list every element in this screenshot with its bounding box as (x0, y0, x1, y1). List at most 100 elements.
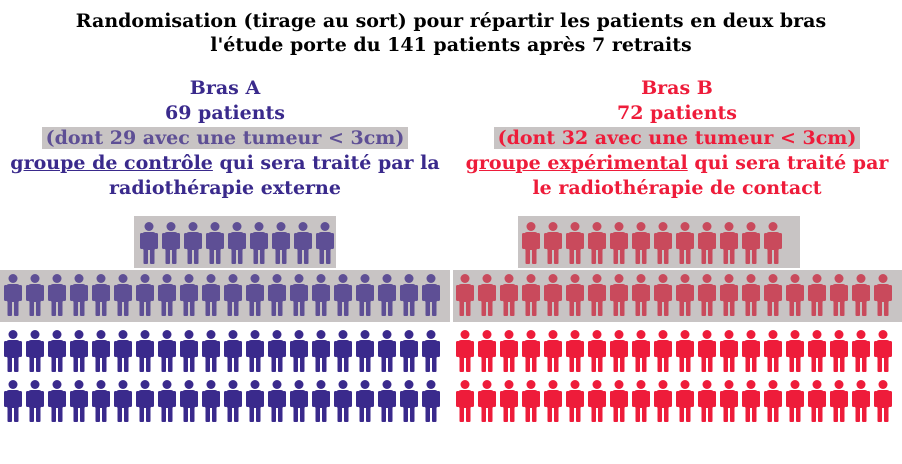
person-icon (26, 274, 44, 316)
person-icon (378, 330, 396, 372)
person-icon (316, 222, 334, 264)
person-icon (184, 222, 202, 264)
person-icon (610, 330, 628, 372)
person-icon (830, 274, 848, 316)
arm-b-group-line1: groupe expérimental qui sera traité par (452, 151, 902, 176)
person-icon (290, 380, 308, 422)
person-icon (632, 380, 650, 422)
person-icon (874, 380, 892, 422)
person-icon (764, 222, 782, 264)
arm-b-heading: Bras B 72 patients (dont 32 avec une tum… (452, 76, 902, 201)
person-icon (422, 380, 440, 422)
person-icon (830, 330, 848, 372)
person-icon (48, 274, 66, 316)
person-icon (544, 380, 562, 422)
person-icon (180, 380, 198, 422)
person-icon (588, 274, 606, 316)
person-icon (676, 222, 694, 264)
person-icon (544, 222, 562, 264)
person-icon (4, 380, 22, 422)
person-icon (632, 274, 650, 316)
person-icon (290, 330, 308, 372)
person-icon (378, 380, 396, 422)
person-icon (334, 330, 352, 372)
person-icon (114, 330, 132, 372)
person-icon (742, 380, 760, 422)
person-icon (808, 274, 826, 316)
person-icon (158, 380, 176, 422)
person-icon (676, 380, 694, 422)
person-icon (566, 274, 584, 316)
arm-b-group-line2: le radiothérapie de contact (532, 177, 822, 199)
diagram-title-line1: Randomisation (tirage au sort) pour répa… (75, 10, 827, 32)
person-icon (456, 380, 474, 422)
person-icon (70, 330, 88, 372)
person-icon (588, 330, 606, 372)
arm-a-group-line2: radiothérapie externe (109, 177, 341, 199)
person-icon (162, 222, 180, 264)
person-icon (272, 222, 290, 264)
person-icon (544, 274, 562, 316)
person-icon (610, 222, 628, 264)
person-icon (500, 330, 518, 372)
person-icon (478, 380, 496, 422)
person-icon (312, 380, 330, 422)
person-icon (114, 274, 132, 316)
person-icon (654, 274, 672, 316)
person-icon (808, 330, 826, 372)
arm-b-subgroup: (dont 32 avec une tumeur < 3cm) (493, 127, 861, 149)
person-icon (764, 274, 782, 316)
person-icon (456, 274, 474, 316)
person-icon (180, 330, 198, 372)
person-icon (4, 330, 22, 372)
person-icon (224, 274, 242, 316)
person-icon (228, 222, 246, 264)
person-icon (698, 380, 716, 422)
arm-a-heading: Bras A 69 patients (dont 29 avec une tum… (0, 76, 450, 201)
person-icon (588, 380, 606, 422)
person-icon (720, 380, 738, 422)
person-icon (114, 380, 132, 422)
person-icon (588, 222, 606, 264)
person-icon (566, 222, 584, 264)
person-icon (290, 274, 308, 316)
person-icon (246, 274, 264, 316)
person-icon (742, 274, 760, 316)
person-icon (698, 330, 716, 372)
person-icon (654, 380, 672, 422)
person-icon (698, 222, 716, 264)
person-icon (400, 274, 418, 316)
person-icon (566, 330, 584, 372)
person-icon (742, 330, 760, 372)
person-icon (202, 380, 220, 422)
arm-a-group-type: groupe de contrôle (10, 152, 213, 174)
person-icon (312, 274, 330, 316)
person-icon (720, 222, 738, 264)
arm-a-group-line1: groupe de contrôle qui sera traité par l… (0, 151, 450, 176)
person-icon (422, 330, 440, 372)
person-icon (786, 330, 804, 372)
arm-a-count: 69 patients (164, 102, 286, 124)
person-icon (852, 274, 870, 316)
person-icon (268, 380, 286, 422)
person-icon (500, 274, 518, 316)
arm-b-group-rest: qui sera traité par (687, 152, 889, 174)
person-icon (26, 330, 44, 372)
arm-b-count: 72 patients (616, 102, 738, 124)
person-icon (136, 380, 154, 422)
person-icon (522, 274, 540, 316)
person-icon (522, 330, 540, 372)
person-icon (202, 274, 220, 316)
person-icon (224, 330, 242, 372)
person-icon (92, 380, 110, 422)
person-icon (632, 222, 650, 264)
person-icon (356, 274, 374, 316)
person-icon (92, 274, 110, 316)
person-icon (786, 274, 804, 316)
arm-a-name: Bras A (189, 77, 261, 99)
person-icon (202, 330, 220, 372)
person-icon (422, 274, 440, 316)
person-icon (268, 274, 286, 316)
person-icon (400, 380, 418, 422)
person-icon (852, 330, 870, 372)
